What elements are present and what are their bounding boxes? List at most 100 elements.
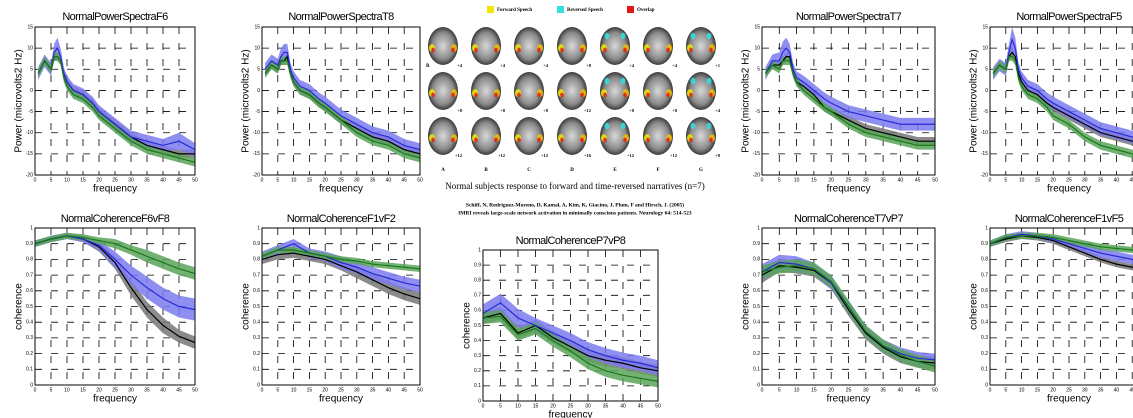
x-tick-label: 50 <box>932 387 938 393</box>
column-label: D <box>570 168 574 173</box>
y-axis-label: coherence <box>969 283 980 330</box>
y-tick-label: 10 <box>254 45 260 51</box>
y-tick-label: 0.4 <box>753 320 760 326</box>
activation-blob <box>517 47 521 53</box>
y-tick-label: -20 <box>753 172 760 178</box>
x-tick-label: 30 <box>354 387 360 393</box>
error-band <box>38 37 196 156</box>
y-tick-label: 0.4 <box>253 320 260 326</box>
legend-label: Reversed Speech <box>567 8 603 13</box>
y-tick-label: 0.9 <box>253 241 260 247</box>
series-line <box>764 47 935 125</box>
error-band <box>990 232 1133 254</box>
y-tick-label: 0.9 <box>753 241 760 247</box>
activation-blob <box>690 122 696 130</box>
chart-title: NormalCoherenceP7vP8 <box>516 235 626 247</box>
x-tick-label: 25 <box>846 387 852 393</box>
y-tick-label: -10 <box>753 130 760 136</box>
y-tick-label: 0 <box>30 88 33 94</box>
series-line <box>482 312 659 372</box>
x-tick-label: 50 <box>192 177 198 183</box>
activation-blob <box>494 92 498 98</box>
y-tick-label: 0.1 <box>253 367 260 373</box>
y-tick-label: 0 <box>757 382 760 388</box>
x-tick-label: 20 <box>96 177 102 183</box>
y-tick-label: 0.7 <box>26 272 33 278</box>
y-tick-label: 0.3 <box>26 335 33 341</box>
y-axis-label: Power (microvolts2 Hz) <box>969 49 980 152</box>
x-tick-label: 10 <box>64 177 70 183</box>
slice-offset: +4 <box>543 63 549 68</box>
x-axis-label: frequency <box>319 394 363 405</box>
legend-swatch <box>557 6 564 13</box>
column-label: B <box>484 168 488 173</box>
slice-offset: +8 <box>586 63 592 68</box>
y-tick-label: 1 <box>985 225 988 231</box>
plot-border <box>261 227 421 386</box>
y-tick-label: 0.1 <box>753 367 760 373</box>
legend-label: Forward Speech <box>497 8 532 13</box>
y-tick-label: 10 <box>982 45 988 51</box>
y-tick-label: -5 <box>256 109 261 115</box>
series-line <box>761 265 936 367</box>
x-tick-label: 15 <box>811 177 817 183</box>
activation-blob <box>646 47 650 53</box>
y-tick-label: 0.2 <box>981 351 988 357</box>
x-tick-label: 40 <box>160 177 166 183</box>
slice-offset: +4 <box>629 63 635 68</box>
x-axis-label: frequency <box>93 394 137 405</box>
activation-blob <box>537 47 541 53</box>
citation-line: fMRI reveals large-scale network activat… <box>458 210 691 216</box>
y-tick-label: 0.7 <box>253 272 260 278</box>
x-tick-label: 0 <box>34 177 37 183</box>
activation-blob <box>620 32 626 40</box>
slice-offset: +12 <box>455 153 463 158</box>
brain-slice <box>514 72 544 110</box>
x-tick-label: 5 <box>1004 177 1007 183</box>
y-tick-label: 0.1 <box>26 367 33 373</box>
x-axis-label: frequency <box>1047 184 1091 195</box>
y-tick-label: 0.9 <box>981 241 988 247</box>
y-tick-label: 0.3 <box>253 335 260 341</box>
y-axis-label: Power (microvolts2 Hz) <box>741 49 752 152</box>
brain-images <box>428 27 716 155</box>
x-axis-label: frequency <box>827 184 871 195</box>
x-tick-label: 20 <box>1050 177 1056 183</box>
y-tick-label: 10 <box>27 45 33 51</box>
x-axis-label: frequency <box>319 184 363 195</box>
brain-slice <box>428 27 458 65</box>
y-tick-label: 15 <box>982 24 988 30</box>
activation-blob <box>580 47 584 53</box>
y-tick-label: 0.2 <box>26 351 33 357</box>
x-tick-label: 10 <box>794 177 800 183</box>
brain-slice <box>471 27 501 65</box>
x-tick-label: 30 <box>128 387 134 393</box>
y-tick-label: 1 <box>757 225 760 231</box>
x-tick-label: 50 <box>417 387 423 393</box>
activation-blob <box>709 137 713 143</box>
y-tick-label: 0 <box>30 382 33 388</box>
plot-border <box>989 26 1133 176</box>
slice-offset: +4 <box>457 63 463 68</box>
y-tick-label: 0 <box>985 88 988 94</box>
slice-offset: +8 <box>500 108 506 113</box>
x-tick-label: 10 <box>291 177 297 183</box>
activation-blob <box>560 137 564 143</box>
x-tick-label: 30 <box>1082 387 1088 393</box>
activation-blob <box>517 92 521 98</box>
x-tick-label: 40 <box>386 387 392 393</box>
activation-blob <box>620 77 626 85</box>
error-band <box>35 232 195 280</box>
y-axis-label: coherence <box>462 302 473 349</box>
slice-offset: +1 <box>715 63 721 68</box>
y-tick-label: 0.3 <box>981 335 988 341</box>
y-tick-label: 0 <box>257 88 260 94</box>
activation-blob <box>709 47 713 53</box>
series-line <box>482 315 659 382</box>
slice-offset: +8 <box>457 108 463 113</box>
y-tick-label: 1 <box>478 247 481 253</box>
activation-blob <box>474 137 478 143</box>
slice-offset: +4 <box>715 108 721 113</box>
activation-blob <box>537 92 541 98</box>
